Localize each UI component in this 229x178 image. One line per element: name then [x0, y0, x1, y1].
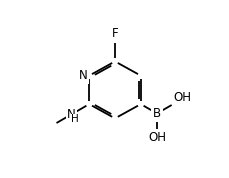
Text: N: N [67, 108, 76, 121]
Text: N: N [79, 69, 87, 82]
Text: OH: OH [172, 91, 191, 104]
Text: H: H [71, 114, 79, 124]
Text: F: F [111, 27, 118, 40]
Text: OH: OH [147, 131, 165, 145]
Text: B: B [152, 107, 160, 120]
